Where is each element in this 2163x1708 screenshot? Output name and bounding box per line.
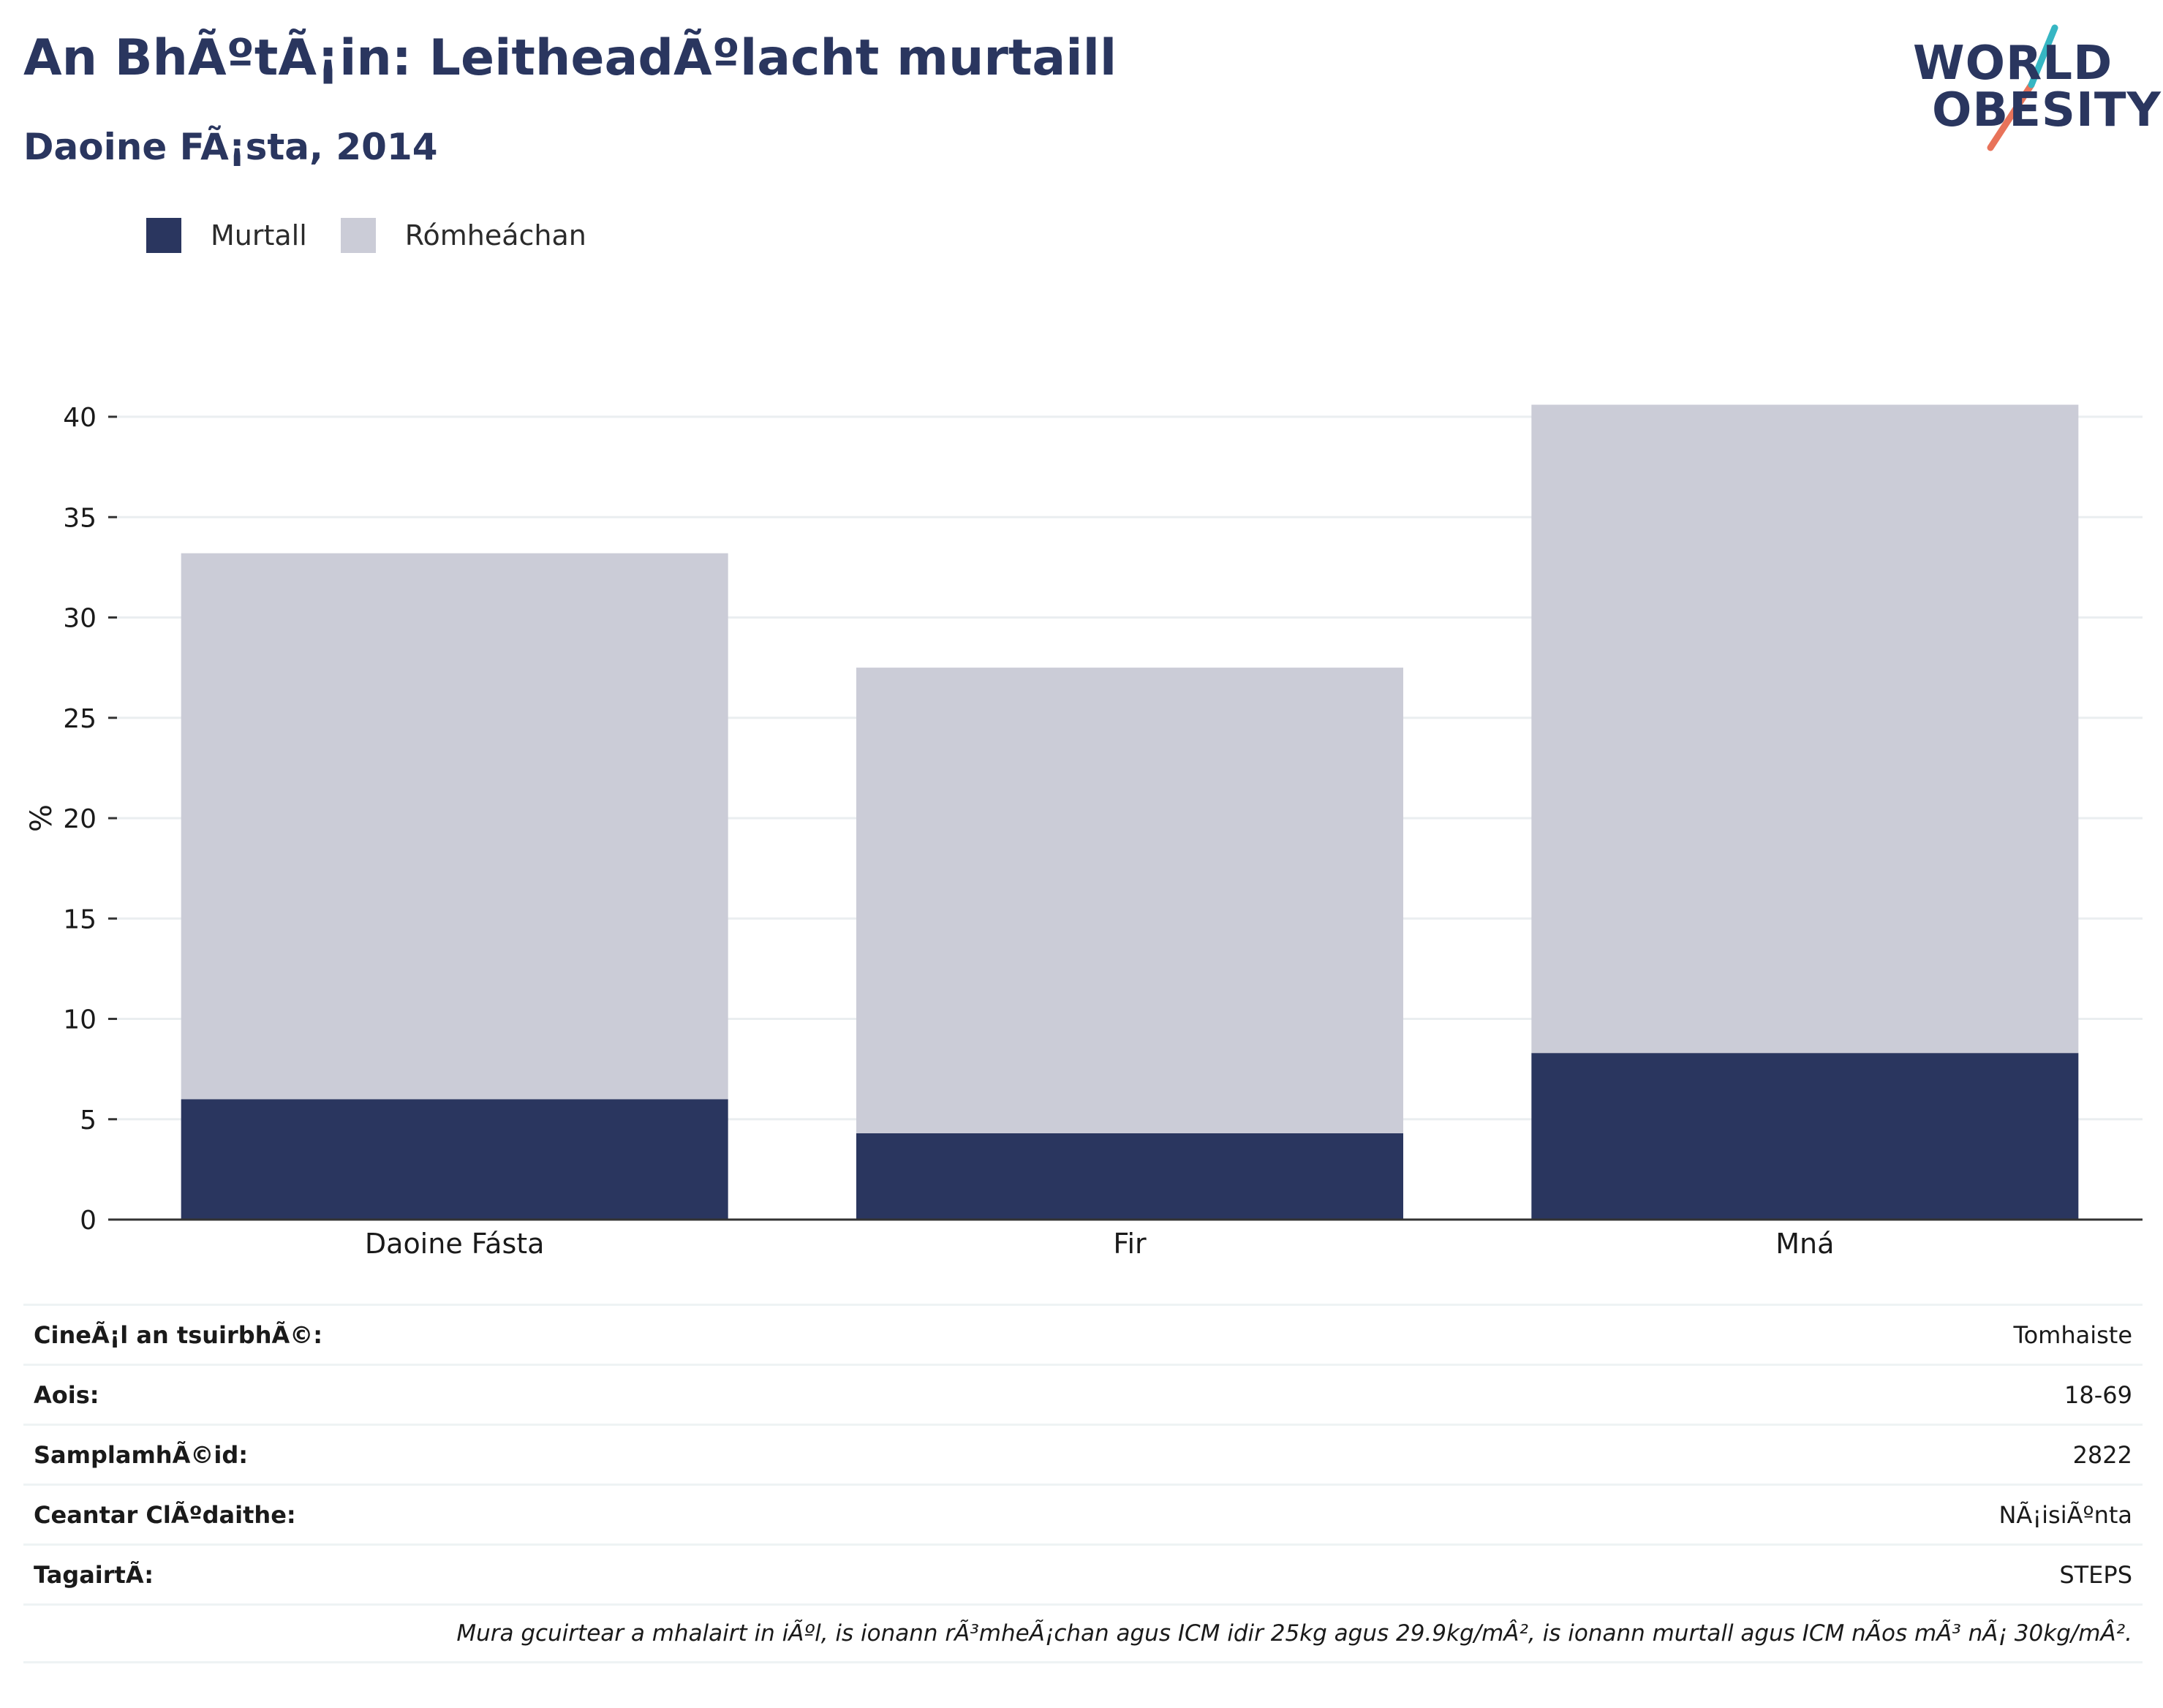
bar-chart: 0 5 10 15 20 25 30 35 40 Daoine Fásta Fir Mná %: [25, 403, 2143, 1260]
info-row: Aois: 18-69: [23, 1364, 2143, 1424]
bar-obese[interactable]: [856, 1133, 1403, 1220]
info-value: 18-69: [2064, 1380, 2132, 1409]
bar-overweight[interactable]: [181, 553, 728, 1100]
info-row: Ceantar ClÃºdaithe: NÃ¡isiÃºnta: [23, 1484, 2143, 1543]
chart-legend: Murtall Rómheáchan: [146, 218, 620, 253]
chart-title: An BhÃºtÃ¡in: LeitheadÃºlacht murtaill: [23, 29, 1117, 87]
y-tick-label: 5: [80, 1106, 97, 1135]
y-tick-label: 25: [63, 704, 97, 734]
info-value: 2822: [2072, 1440, 2132, 1469]
y-axis-ticks: 0 5 10 15 20 25 30 35 40: [63, 403, 117, 1236]
x-tick-label: Mná: [1775, 1228, 1834, 1260]
y-tick-label: 20: [63, 804, 97, 834]
info-key: SamplamhÃ©id:: [34, 1440, 249, 1469]
definition-note: Mura gcuirtear a mhalairt in iÃºl, is io…: [23, 1603, 2143, 1663]
info-key: Ceantar ClÃºdaithe:: [34, 1500, 296, 1529]
info-value: NÃ¡isiÃºnta: [1998, 1500, 2132, 1529]
info-key: Aois:: [34, 1380, 99, 1409]
logo-slash-icon: [1987, 24, 2058, 151]
info-key: CineÃ¡l an tsuirbhÃ©:: [34, 1320, 323, 1349]
info-row: SamplamhÃ©id: 2822: [23, 1424, 2143, 1484]
bar-obese[interactable]: [1531, 1053, 2079, 1220]
y-tick-label: 30: [63, 604, 97, 634]
info-value: Tomhaiste: [2013, 1320, 2132, 1349]
logo-word-world: WORLD: [1913, 37, 2113, 91]
chart-bars: [181, 404, 2079, 1220]
bar-overweight[interactable]: [856, 668, 1403, 1133]
info-row: TagairtÃ: STEPS: [23, 1543, 2143, 1603]
legend-label-overweight: Rómheáchan: [404, 219, 586, 252]
legend-swatch-overweight: [340, 218, 376, 253]
legend-item-obese[interactable]: Murtall: [146, 218, 307, 253]
x-axis-ticks: Daoine Fásta Fir Mná: [365, 1228, 1835, 1260]
logo-word-obesity: OBESITY: [1932, 83, 2162, 137]
x-tick-label: Daoine Fásta: [365, 1228, 545, 1260]
chart-subtitle: Daoine FÃ¡sta, 2014: [23, 126, 438, 168]
y-tick-label: 35: [63, 503, 97, 533]
survey-info-table: CineÃ¡l an tsuirbhÃ©: Tomhaiste Aois: 18-69…: [23, 1304, 2143, 1663]
info-row: CineÃ¡l an tsuirbhÃ©: Tomhaiste: [23, 1304, 2143, 1364]
bar-obese[interactable]: [181, 1099, 728, 1220]
info-key: TagairtÃ:: [34, 1560, 154, 1589]
info-value: STEPS: [2059, 1560, 2132, 1589]
legend-label-obese: Murtall: [211, 219, 307, 252]
world-obesity-logo: WORLD OBESITY: [1909, 22, 2161, 154]
legend-item-overweight[interactable]: Rómheáchan: [340, 218, 586, 253]
y-tick-label: 40: [63, 403, 97, 433]
y-tick-label: 10: [63, 1005, 97, 1035]
y-tick-label: 0: [80, 1206, 97, 1236]
bar-overweight[interactable]: [1531, 404, 2079, 1054]
legend-swatch-obese: [146, 218, 181, 253]
y-axis-label: %: [25, 804, 58, 832]
x-tick-label: Fir: [1113, 1228, 1147, 1260]
y-tick-label: 15: [63, 904, 97, 934]
